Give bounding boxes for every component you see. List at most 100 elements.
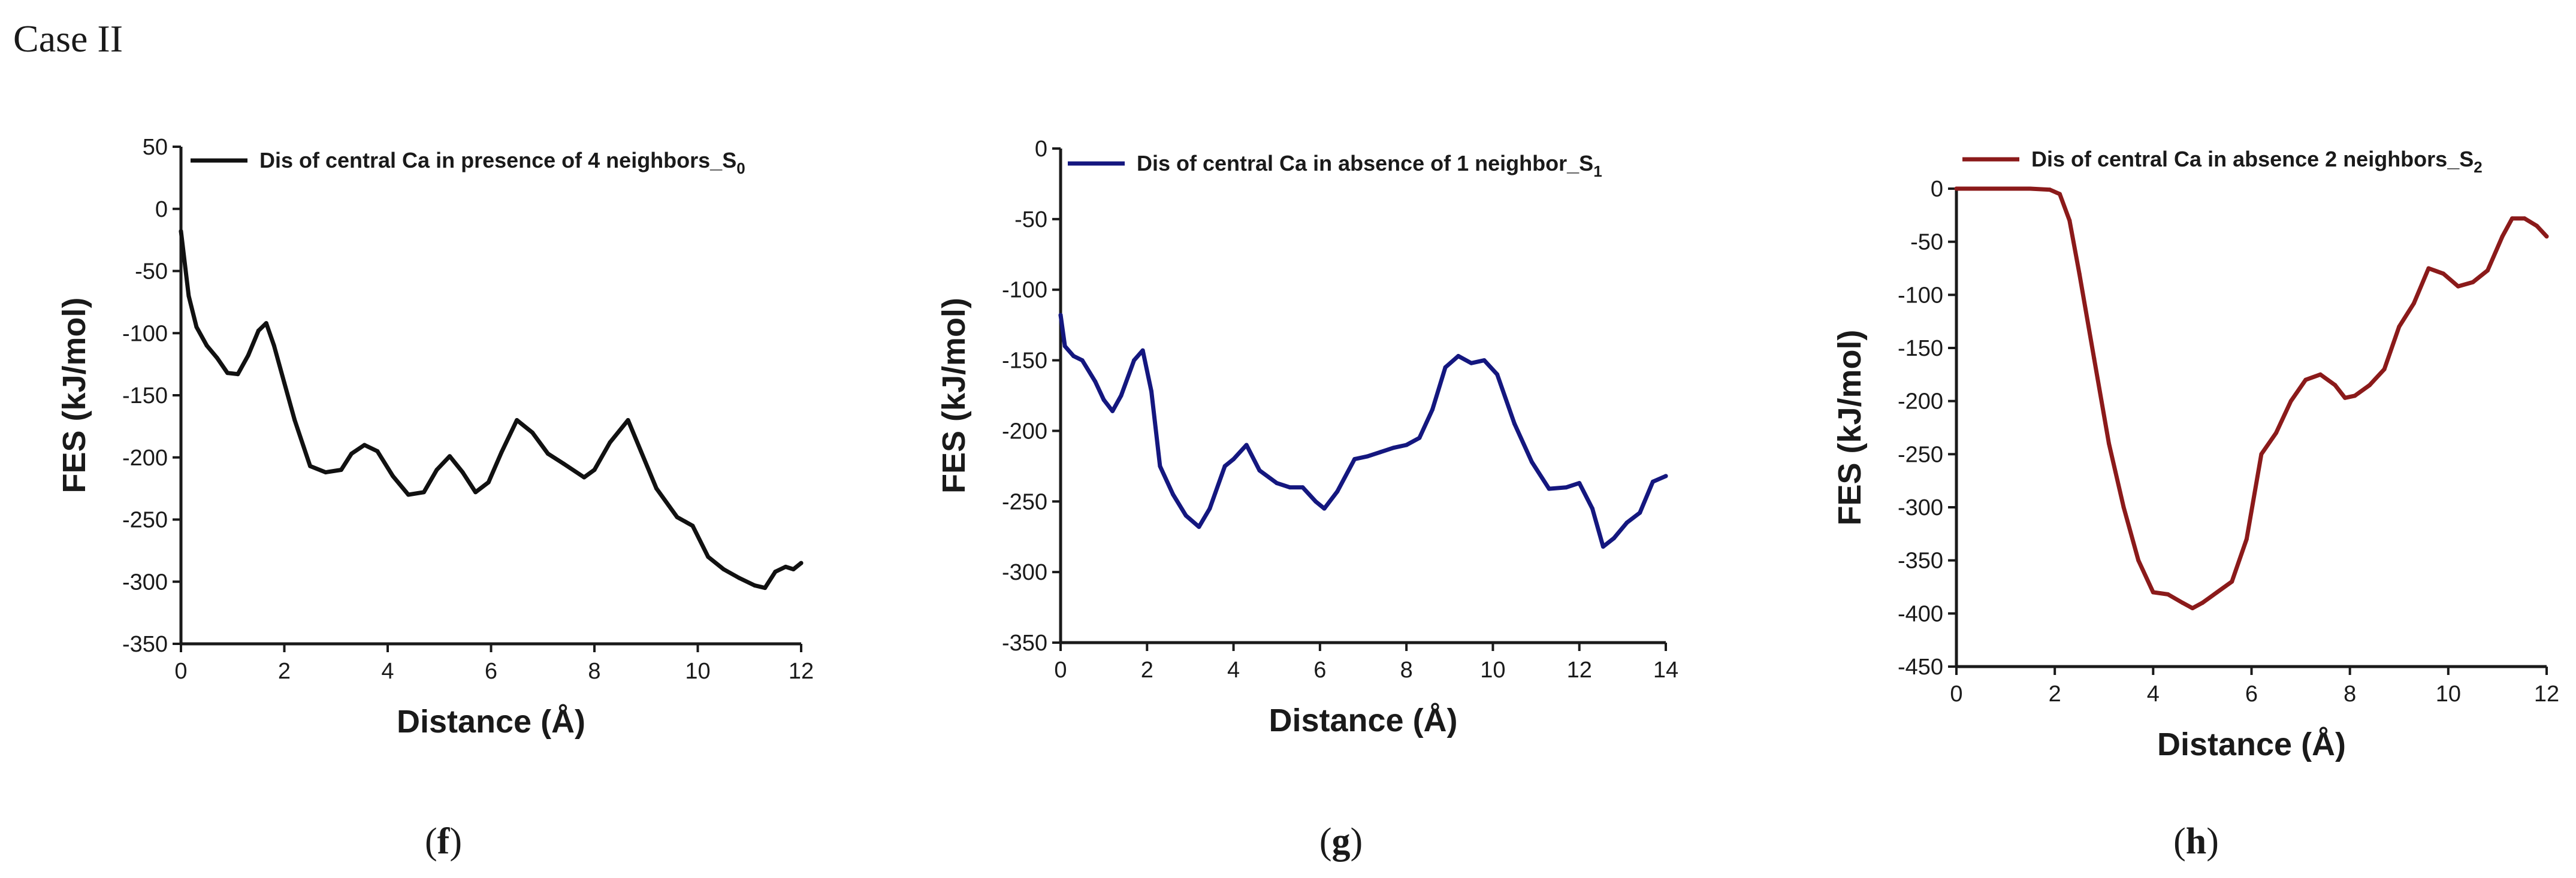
data-point <box>639 449 644 453</box>
x-tick-label: 2 <box>278 659 291 684</box>
data-point <box>706 555 711 559</box>
data-point <box>2181 601 2185 605</box>
data-point <box>2411 301 2416 305</box>
x-tick-label: 10 <box>1480 658 1505 683</box>
data-point <box>2522 216 2527 221</box>
data-point <box>2318 372 2323 377</box>
data-point <box>1404 443 1409 447</box>
y-tick-label: 0 <box>1931 177 1943 202</box>
data-point <box>215 356 219 361</box>
data-point <box>2166 592 2170 597</box>
data-point <box>1378 450 1383 455</box>
y-tick-label: -250 <box>1002 489 1047 514</box>
data-point <box>391 474 395 479</box>
data-point <box>1300 485 1305 490</box>
y-tick-label: 50 <box>143 135 168 160</box>
x-tick-label: 10 <box>685 659 710 684</box>
data-point <box>1183 513 1188 518</box>
data-point <box>264 321 268 326</box>
data-point <box>1093 379 1098 384</box>
data-point <box>1352 457 1357 462</box>
x-axis-title: Distance (Å) <box>1269 703 1457 738</box>
data-point <box>1080 358 1085 363</box>
x-tick-label: 6 <box>1313 658 1326 683</box>
data-point <box>421 490 426 495</box>
data-point <box>1322 506 1327 511</box>
y-tick-label: -450 <box>1898 655 1943 680</box>
x-tick-label: 6 <box>485 659 497 684</box>
y-tick-label: -200 <box>1002 419 1047 444</box>
data-point <box>2535 223 2539 228</box>
data-point <box>2092 356 2097 361</box>
panel-label: (g) <box>1319 821 1363 862</box>
data-point <box>2200 601 2204 605</box>
data-point <box>2136 558 2141 563</box>
data-point <box>721 567 726 571</box>
y-tick-label: -200 <box>122 446 168 471</box>
data-points <box>179 229 804 591</box>
data-point <box>2057 192 2062 196</box>
x-axis-title: Distance (Å) <box>397 704 585 740</box>
series-line <box>179 229 804 591</box>
data-point <box>2190 606 2195 610</box>
data-point <box>1140 348 1145 353</box>
data-point <box>2500 234 2505 239</box>
data-point <box>406 492 410 497</box>
y-axis-title: FES (kJ/mol) <box>56 297 92 493</box>
y-tick-label: -350 <box>1002 631 1047 656</box>
data-point <box>2077 271 2082 276</box>
y-tick-label: -250 <box>122 508 168 533</box>
data-point <box>1638 510 1642 515</box>
data-point <box>2471 280 2475 284</box>
y-tick-label: -250 <box>1898 442 1943 467</box>
x-tick-label: 4 <box>381 659 394 684</box>
x-tick-label: 8 <box>588 659 600 684</box>
data-point <box>690 523 695 528</box>
data-point <box>2426 266 2431 271</box>
data-point <box>1482 358 1487 363</box>
data-point <box>1058 313 1063 317</box>
x-tick-label: 2 <box>2049 682 2061 707</box>
data-point <box>2456 284 2460 289</box>
data-point <box>448 454 452 459</box>
series-line <box>1954 186 2549 610</box>
data-point <box>2107 441 2111 446</box>
data-point <box>1456 354 1461 358</box>
data-point <box>1287 485 1292 490</box>
data-point <box>1954 186 1959 191</box>
data-point <box>2486 268 2490 273</box>
data-point <box>2382 367 2387 371</box>
x-axis-title: Distance (Å) <box>2157 726 2346 762</box>
data-point <box>1495 372 1500 377</box>
data-point <box>2259 452 2264 456</box>
data-point <box>186 293 191 298</box>
data-point <box>799 561 804 565</box>
data-point <box>1101 398 1106 402</box>
y-tick-label: -50 <box>1910 230 1943 255</box>
data-point <box>324 470 328 475</box>
data-point <box>2367 383 2372 387</box>
y-tick-label: -100 <box>122 321 168 346</box>
data-point <box>1171 492 1176 496</box>
data-point <box>1512 422 1517 426</box>
data-point <box>1443 365 1448 370</box>
data-point <box>1257 468 1262 473</box>
legend-label: Dis of central Ca in absence 2 neighbors… <box>2031 147 2483 176</box>
data-point <box>737 576 741 580</box>
data-point <box>282 380 286 385</box>
x-tick-label: 10 <box>2436 682 2461 707</box>
y-tick-label: -300 <box>122 570 168 595</box>
data-point <box>2544 234 2549 239</box>
data-point <box>2230 579 2234 584</box>
x-tick-label: 0 <box>1950 682 1962 707</box>
data-point <box>1244 443 1249 447</box>
data-point <box>235 372 240 377</box>
data-point <box>1391 446 1396 450</box>
data-point <box>1275 481 1279 486</box>
data-point <box>515 418 520 422</box>
data-point <box>499 450 504 455</box>
data-point <box>545 452 550 456</box>
data-point <box>1222 464 1227 468</box>
data-point <box>1365 454 1370 459</box>
